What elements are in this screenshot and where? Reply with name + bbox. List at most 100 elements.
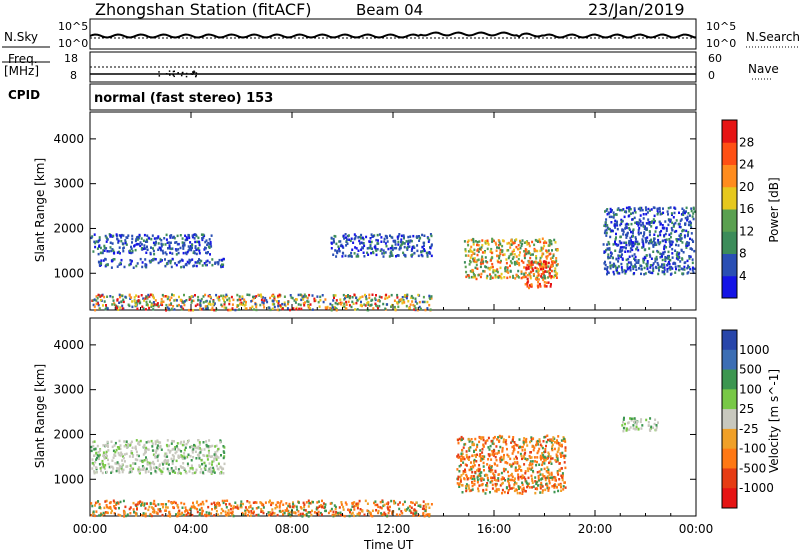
velocity-cell (197, 439, 199, 442)
power-cell (548, 262, 550, 265)
power-cell (610, 211, 612, 214)
velocity-cell (139, 460, 141, 463)
power-cell (659, 223, 661, 226)
velocity-cell (415, 502, 417, 505)
power-cell (553, 239, 555, 242)
power-cell (336, 309, 338, 312)
freq-unit-label: [MHz] (4, 64, 39, 78)
power-cell (406, 247, 408, 250)
velocity-cell (650, 426, 652, 429)
velocity-cell (456, 455, 458, 458)
power-cell (104, 300, 106, 303)
velocity-cell (205, 440, 207, 443)
velocity-cell (136, 454, 138, 457)
velocity-cell (145, 513, 147, 516)
power-cell (187, 234, 189, 237)
velocity-cell (312, 501, 314, 504)
power-cell (614, 241, 616, 244)
velocity-cell (382, 501, 384, 504)
velocity-panel (90, 318, 696, 518)
power-cell (658, 269, 660, 272)
power-cell (152, 247, 154, 250)
power-cell (379, 296, 381, 299)
power-cell (119, 294, 121, 297)
power-cell (515, 262, 517, 265)
power-cell (621, 242, 623, 245)
velocity-cell (350, 509, 352, 512)
power-cell (662, 212, 664, 215)
power-cell (188, 245, 190, 248)
power-cell (625, 211, 627, 214)
velocity-cell (548, 480, 550, 483)
power-cell (640, 214, 642, 217)
velocity-cell (204, 462, 206, 465)
power-cell (170, 296, 172, 299)
velocity-colorbar-segment (722, 389, 737, 409)
power-cell (302, 298, 304, 301)
power-cell (345, 244, 347, 247)
power-cell (616, 213, 618, 216)
power-cell (616, 258, 618, 261)
power-cell (672, 256, 674, 259)
velocity-cell (561, 444, 563, 447)
power-cell (657, 241, 659, 244)
velocity-cell (499, 446, 501, 449)
velocity-cell (167, 506, 169, 509)
power-cell (649, 266, 651, 269)
velocity-cell (564, 461, 566, 464)
power-cell (229, 300, 231, 303)
velocity-cell (208, 451, 210, 454)
velocity-cell (265, 501, 267, 504)
velocity-cell (483, 462, 485, 465)
velocity-cell (162, 506, 164, 509)
velocity-cell (489, 448, 491, 451)
power-cell (169, 252, 171, 255)
power-cell (410, 303, 412, 306)
power-cell (619, 255, 621, 258)
velocity-cell (219, 441, 221, 444)
velocity-cell (118, 507, 120, 510)
velocity-cell (482, 436, 484, 439)
power-cell (628, 227, 630, 230)
power-cell (522, 239, 524, 242)
power-cell (470, 246, 472, 249)
power-cell (354, 233, 356, 236)
power-cell (485, 256, 487, 259)
power-cell (383, 255, 385, 257)
power-cell (692, 269, 694, 272)
power-colorbar-tick: 16 (739, 202, 754, 216)
power-cell (674, 271, 676, 274)
power-cell (543, 260, 545, 263)
power-cell (255, 295, 257, 298)
power-cell (133, 267, 135, 270)
velocity-cell (562, 488, 564, 491)
power-cell (408, 307, 410, 310)
velocity-cell (346, 503, 348, 506)
power-cell (541, 273, 543, 276)
power-cell (679, 238, 681, 241)
power-cell (131, 235, 133, 238)
power-cell (485, 260, 487, 263)
velocity-cell (411, 507, 413, 510)
power-cell (209, 300, 211, 303)
power-cell (470, 250, 472, 253)
velocity-cell (640, 427, 642, 430)
velocity-cell (539, 470, 541, 473)
velocity-cell (143, 453, 145, 456)
power-cell (158, 262, 160, 265)
velocity-cell (225, 514, 227, 517)
power-cell (263, 302, 265, 305)
velocity-cell (514, 477, 516, 480)
power-cell (538, 278, 540, 281)
velocity-cell (178, 470, 180, 473)
power-cell (684, 236, 686, 239)
velocity-cell (623, 417, 625, 420)
velocity-cell (196, 508, 198, 511)
power-cell (669, 268, 671, 271)
power-cell (525, 248, 527, 251)
velocity-cell (456, 468, 458, 471)
velocity-cell (515, 466, 517, 469)
power-cell (100, 299, 102, 302)
power-cell (137, 238, 139, 241)
velocity-cell (517, 477, 519, 480)
